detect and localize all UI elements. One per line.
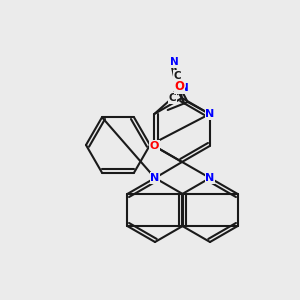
Text: C: C	[173, 71, 181, 81]
Text: N: N	[169, 57, 178, 67]
Text: N: N	[205, 109, 214, 119]
Text: C: C	[169, 93, 176, 103]
Text: N: N	[150, 173, 160, 183]
Text: N: N	[180, 83, 189, 93]
Text: O: O	[175, 80, 185, 94]
Text: O: O	[150, 141, 159, 151]
Text: N: N	[206, 173, 214, 183]
